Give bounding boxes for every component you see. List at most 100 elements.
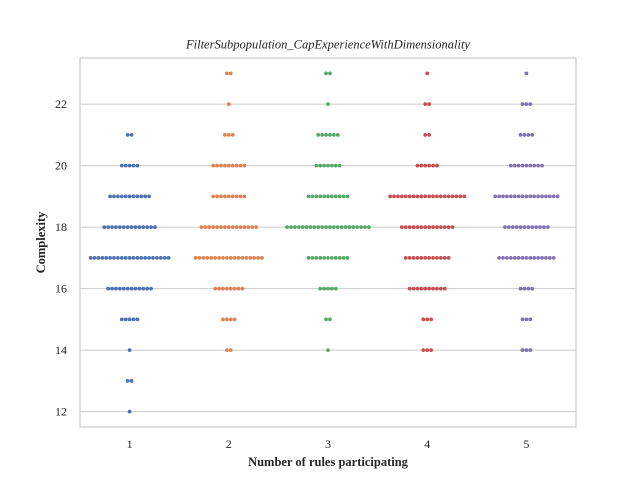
data-point	[526, 132, 531, 137]
data-point	[324, 71, 328, 76]
data-point	[256, 255, 260, 260]
data-point	[322, 163, 326, 168]
data-point	[242, 194, 247, 199]
data-point	[117, 286, 122, 291]
data-point	[520, 255, 525, 260]
data-point	[431, 194, 435, 199]
data-point	[359, 225, 364, 230]
data-point	[415, 286, 420, 291]
data-point	[524, 163, 529, 168]
data-point	[106, 286, 111, 291]
data-point	[540, 255, 544, 260]
data-point	[260, 255, 264, 260]
data-point	[419, 163, 424, 168]
x-tick-label: 3	[325, 437, 331, 451]
data-point	[367, 225, 371, 230]
data-point	[524, 317, 529, 322]
data-point	[542, 225, 546, 230]
data-point	[388, 194, 393, 199]
data-point	[250, 225, 255, 230]
data-point	[324, 317, 328, 322]
data-point	[524, 102, 529, 107]
data-point	[236, 286, 241, 291]
data-point	[112, 255, 116, 260]
data-point	[141, 225, 146, 230]
data-point	[526, 286, 531, 291]
data-point	[438, 255, 443, 260]
data-point	[435, 225, 439, 230]
data-point	[505, 194, 509, 199]
data-point	[337, 255, 342, 260]
data-point	[226, 194, 231, 199]
data-point	[108, 194, 112, 199]
data-point	[219, 163, 223, 168]
data-point	[135, 163, 140, 168]
data-point	[419, 255, 424, 260]
data-point	[450, 194, 455, 199]
data-point	[328, 225, 332, 230]
data-point	[425, 348, 430, 353]
data-point	[102, 225, 107, 230]
data-point	[300, 225, 305, 230]
data-point	[318, 255, 323, 260]
data-point	[435, 255, 439, 260]
data-point	[318, 194, 323, 199]
data-point	[438, 286, 443, 291]
data-point	[110, 286, 114, 291]
data-point	[137, 286, 142, 291]
data-point	[139, 255, 144, 260]
data-point	[544, 194, 548, 199]
data-point	[411, 286, 416, 291]
data-point	[429, 317, 433, 322]
data-point	[326, 102, 330, 107]
data-point	[419, 225, 424, 230]
data-point	[328, 132, 332, 137]
data-point	[193, 255, 198, 260]
data-point	[234, 225, 239, 230]
data-point	[230, 225, 235, 230]
data-point	[121, 225, 126, 230]
data-point	[551, 255, 556, 260]
data-point	[425, 71, 430, 76]
data-point	[407, 225, 412, 230]
data-point	[555, 194, 560, 199]
data-point	[536, 163, 540, 168]
data-point	[228, 255, 233, 260]
data-point	[230, 132, 235, 137]
data-point	[246, 225, 251, 230]
data-point	[415, 163, 420, 168]
data-point	[88, 255, 93, 260]
data-point	[131, 317, 136, 322]
data-point	[392, 194, 396, 199]
data-point	[403, 194, 408, 199]
data-point	[322, 255, 326, 260]
data-point	[427, 255, 432, 260]
data-point	[116, 194, 120, 199]
data-point	[524, 255, 529, 260]
data-point	[119, 255, 124, 260]
data-point	[127, 255, 132, 260]
data-point	[326, 194, 330, 199]
data-point	[423, 255, 428, 260]
data-point	[520, 348, 525, 353]
data-point	[534, 225, 539, 230]
data-point	[355, 225, 360, 230]
data-point	[318, 286, 323, 291]
data-point	[131, 163, 136, 168]
data-point	[100, 255, 105, 260]
data-point	[450, 225, 455, 230]
data-point	[226, 132, 231, 137]
data-point	[446, 255, 451, 260]
data-point	[431, 163, 435, 168]
data-point	[226, 102, 231, 107]
data-point	[335, 132, 340, 137]
data-point	[139, 194, 144, 199]
data-point	[123, 194, 128, 199]
data-point	[415, 225, 420, 230]
data-point	[520, 317, 525, 322]
data-point	[528, 348, 533, 353]
data-point	[289, 225, 293, 230]
data-point	[530, 132, 535, 137]
data-point	[129, 378, 134, 383]
